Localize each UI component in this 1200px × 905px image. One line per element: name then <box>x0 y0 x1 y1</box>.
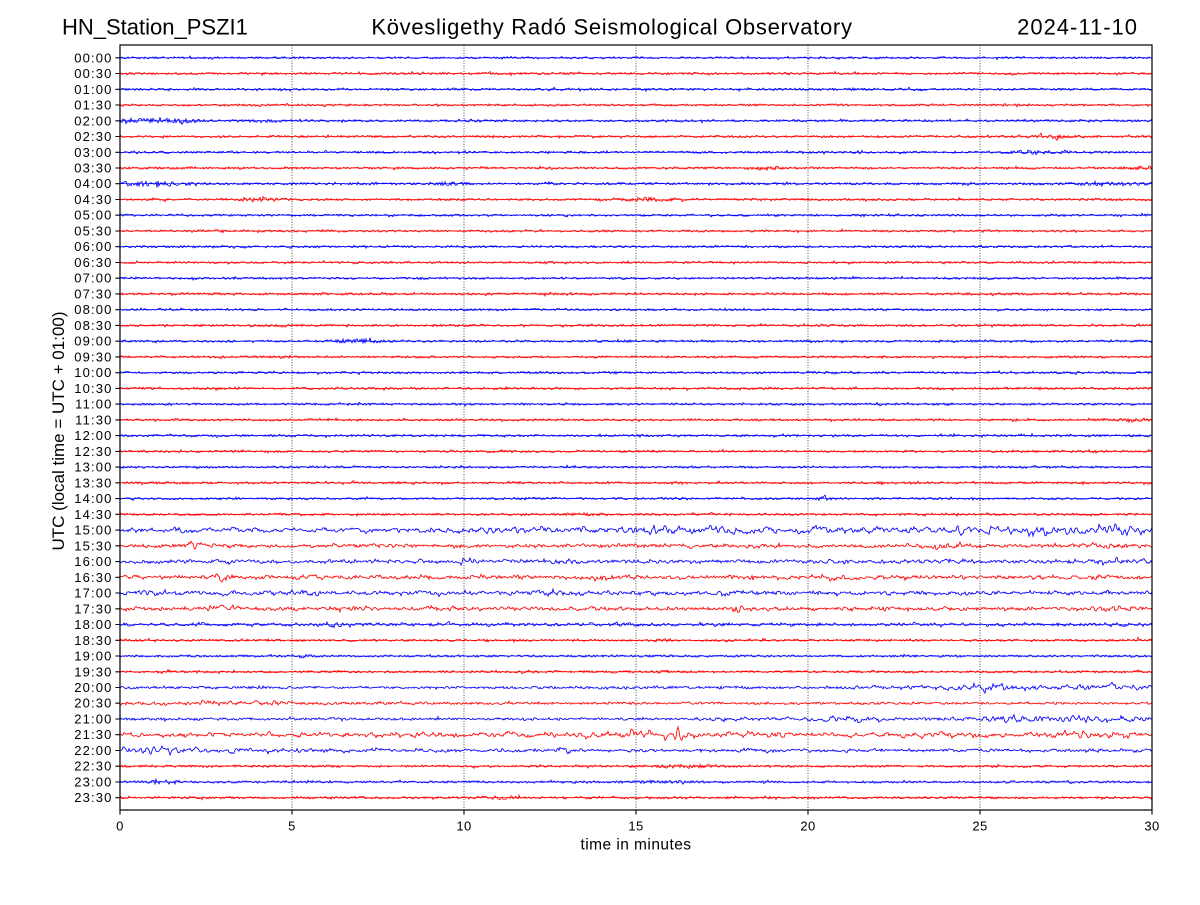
svg-text:11:30: 11:30 <box>75 412 112 427</box>
svg-text:09:00: 09:00 <box>74 334 112 349</box>
svg-text:HN_Station_PSZI1: HN_Station_PSZI1 <box>62 15 248 40</box>
svg-text:13:30: 13:30 <box>74 475 112 490</box>
svg-text:06:00: 06:00 <box>74 239 112 254</box>
svg-text:10:30: 10:30 <box>74 381 112 396</box>
svg-text:10:00: 10:00 <box>74 365 112 380</box>
svg-text:23:00: 23:00 <box>74 775 112 790</box>
svg-text:10: 10 <box>456 819 471 834</box>
svg-text:14:00: 14:00 <box>74 491 112 506</box>
svg-text:13:00: 13:00 <box>74 460 112 475</box>
svg-text:17:30: 17:30 <box>74 601 112 616</box>
svg-text:08:00: 08:00 <box>74 302 112 317</box>
svg-text:15:30: 15:30 <box>74 538 112 553</box>
svg-text:12:00: 12:00 <box>74 428 112 443</box>
svg-text:21:30: 21:30 <box>74 727 112 742</box>
svg-text:30: 30 <box>1144 819 1159 834</box>
svg-text:21:00: 21:00 <box>74 712 112 727</box>
svg-text:12:30: 12:30 <box>74 444 112 459</box>
svg-text:00:30: 00:30 <box>74 66 112 81</box>
svg-text:20: 20 <box>800 819 815 834</box>
svg-text:22:00: 22:00 <box>74 743 112 758</box>
svg-text:20:00: 20:00 <box>74 680 112 695</box>
svg-text:18:00: 18:00 <box>74 617 112 632</box>
svg-text:5: 5 <box>288 819 296 834</box>
svg-text:00:00: 00:00 <box>74 50 112 65</box>
svg-text:03:00: 03:00 <box>74 145 112 160</box>
svg-text:UTC (local time = UTC + 01:00): UTC (local time = UTC + 01:00) <box>49 311 68 550</box>
svg-text:11:00: 11:00 <box>75 397 112 412</box>
svg-text:04:30: 04:30 <box>74 192 112 207</box>
svg-text:23:30: 23:30 <box>74 790 112 805</box>
svg-text:02:00: 02:00 <box>74 113 112 128</box>
svg-text:09:30: 09:30 <box>74 349 112 364</box>
svg-text:01:30: 01:30 <box>74 98 112 113</box>
svg-text:04:00: 04:00 <box>74 176 112 191</box>
svg-text:20:30: 20:30 <box>74 696 112 711</box>
svg-text:02:30: 02:30 <box>74 129 112 144</box>
svg-text:15:00: 15:00 <box>74 523 112 538</box>
svg-text:2024-11-10: 2024-11-10 <box>1017 15 1138 40</box>
svg-text:Kövesligethy Radó Seismologica: Kövesligethy Radó Seismological Observat… <box>371 15 852 40</box>
svg-text:16:30: 16:30 <box>74 570 112 585</box>
svg-text:07:00: 07:00 <box>74 271 112 286</box>
svg-text:15: 15 <box>628 819 643 834</box>
svg-text:0: 0 <box>116 819 124 834</box>
svg-text:17:00: 17:00 <box>74 586 112 601</box>
svg-text:08:30: 08:30 <box>74 318 112 333</box>
svg-text:06:30: 06:30 <box>74 255 112 270</box>
svg-text:05:00: 05:00 <box>74 208 112 223</box>
svg-text:18:30: 18:30 <box>74 633 112 648</box>
svg-text:time in minutes: time in minutes <box>581 837 692 854</box>
svg-text:03:30: 03:30 <box>74 161 112 176</box>
svg-text:25: 25 <box>972 819 987 834</box>
svg-text:19:30: 19:30 <box>74 664 112 679</box>
svg-text:05:30: 05:30 <box>74 224 112 239</box>
svg-text:19:00: 19:00 <box>74 649 112 664</box>
svg-text:01:00: 01:00 <box>74 82 112 97</box>
svg-text:22:30: 22:30 <box>74 759 112 774</box>
svg-text:07:30: 07:30 <box>74 286 112 301</box>
svg-text:14:30: 14:30 <box>74 507 112 522</box>
svg-text:16:00: 16:00 <box>74 554 112 569</box>
